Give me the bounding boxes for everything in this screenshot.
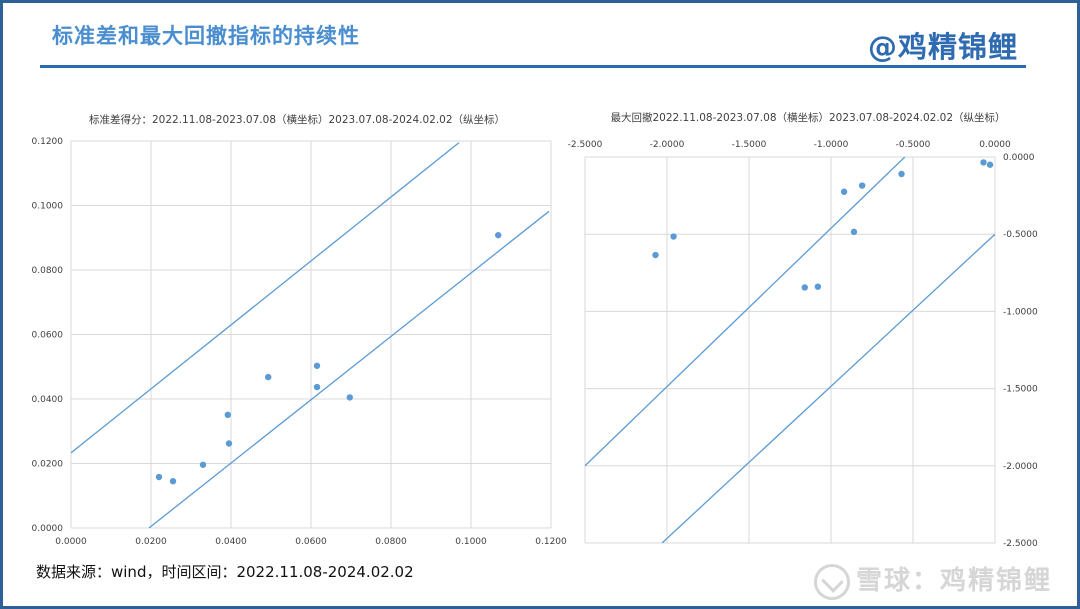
trend-line: [585, 157, 906, 467]
y-tick-label: -1.0000: [1003, 307, 1038, 317]
x-tick-label: 0.1200: [535, 537, 567, 547]
y-tick-label: 0.0000: [1003, 153, 1035, 163]
y-tick-label: 0.1200: [32, 137, 64, 147]
x-tick-label: -1.5000: [732, 140, 767, 150]
y-tick-label: 0.0800: [32, 266, 64, 276]
data-point: [670, 233, 677, 240]
x-tick-label: 0.0000: [55, 537, 87, 547]
data-point: [313, 362, 321, 369]
brand-label: @鸡精锦鲤: [867, 30, 1018, 64]
x-tick-label: -2.5000: [568, 140, 603, 150]
y-tick-label: -1.5000: [1003, 385, 1038, 395]
data-point: [313, 383, 321, 391]
x-tick-label: 0.0400: [215, 537, 247, 547]
trend-line: [71, 142, 460, 454]
data-point: [155, 473, 163, 481]
data-point: [652, 251, 659, 259]
slide-title: 标准差和最大回撤指标的持续性: [52, 24, 360, 48]
std-dev-chart: 标准差得分：2022.11.08-2023.07.08（横坐标）2023.07.…: [32, 113, 568, 547]
data-point: [980, 159, 987, 166]
y-tick-label: 0.0000: [32, 524, 64, 534]
watermark-text: 雪球：鸡精锦鲤: [855, 566, 1052, 596]
y-tick-label: 0.0600: [32, 331, 64, 341]
data-point: [801, 284, 808, 291]
x-tick-label: -0.5000: [896, 140, 931, 150]
x-tick-label: 0.1000: [455, 537, 487, 547]
trend-line: [661, 233, 995, 543]
data-point: [858, 182, 866, 189]
title-underline: [40, 65, 1026, 68]
data-point: [224, 411, 231, 419]
y-tick-label: -0.5000: [1003, 230, 1038, 240]
y-tick-label: 0.1000: [32, 202, 64, 212]
x-tick-label: 0.0000: [979, 140, 1011, 150]
data-point: [814, 283, 822, 290]
xueqiu-logo-icon: [813, 563, 850, 600]
std-dev-chart-title: 标准差得分：2022.11.08-2023.07.08（横坐标）2023.07.…: [89, 113, 505, 126]
y-tick-label: 0.0400: [32, 395, 64, 405]
data-point: [225, 440, 233, 447]
y-tick-label: -2.5000: [1003, 539, 1038, 549]
watermark: 雪球：鸡精锦鲤: [813, 560, 1052, 600]
y-tick-label: -2.0000: [1003, 462, 1038, 472]
data-point: [840, 188, 848, 195]
x-tick-label: 0.0600: [295, 537, 327, 547]
data-point: [850, 228, 858, 236]
y-tick-label: 0.0200: [32, 460, 64, 470]
data-point: [265, 373, 272, 381]
max-drawdown-chart: 最大回撤2022.11.08-2023.07.08（横坐标）2023.07.08…: [568, 111, 1038, 549]
max-drawdown-chart-title: 最大回撤2022.11.08-2023.07.08（横坐标）2023.07.08…: [610, 111, 1005, 124]
data-point: [986, 161, 994, 168]
x-tick-label: 0.0800: [375, 537, 407, 547]
data-source-note: 数据来源：wind，时间区间：2022.11.08-2024.02.02: [36, 563, 414, 581]
data-point: [898, 170, 905, 178]
data-point: [199, 461, 207, 468]
x-tick-label: 0.0200: [135, 537, 167, 547]
x-tick-label: -1.0000: [814, 140, 849, 150]
data-point: [169, 478, 177, 485]
x-tick-label: -2.0000: [650, 140, 685, 150]
data-point: [346, 394, 353, 401]
trend-line: [148, 210, 550, 528]
data-point: [495, 231, 502, 239]
